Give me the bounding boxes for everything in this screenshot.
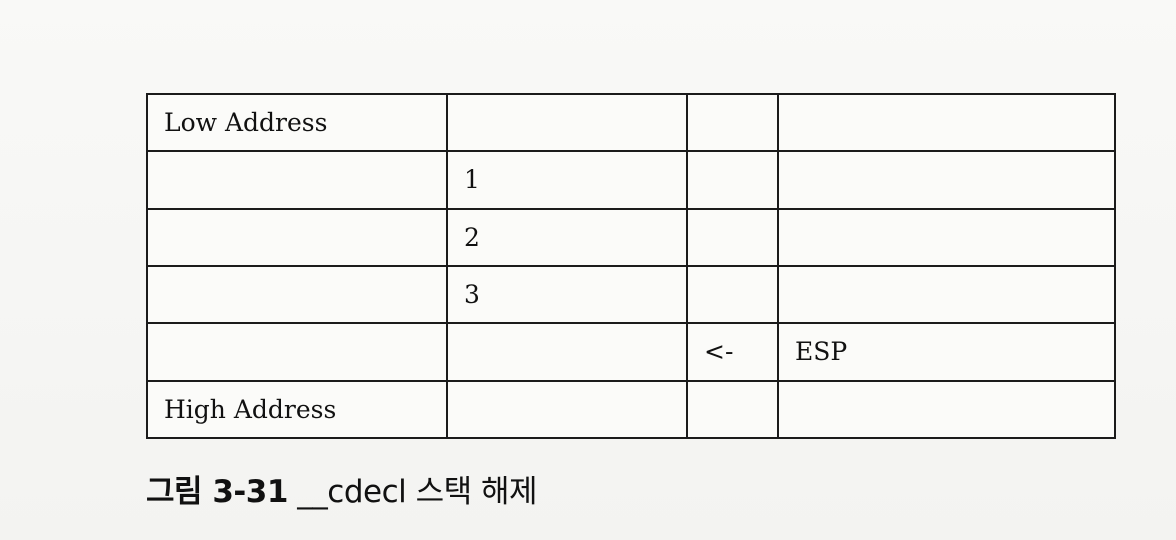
register-label-cell: ESP xyxy=(777,322,1116,382)
stack-value-cell xyxy=(446,92,688,153)
table-row: <- ESP xyxy=(146,322,1116,382)
address-label-cell xyxy=(146,150,448,210)
table-row: 3 xyxy=(146,264,1116,325)
pointer-arrow-cell xyxy=(686,150,779,210)
address-label-cell xyxy=(146,322,448,382)
figure-number: 그림 3-31 xyxy=(146,474,288,510)
stack-value-cell xyxy=(446,379,688,440)
stack-value-cell: 1 xyxy=(446,150,688,210)
register-label-cell xyxy=(777,264,1116,325)
stack-value-cell xyxy=(446,322,688,382)
pointer-arrow-cell xyxy=(686,264,779,325)
register-label-cell xyxy=(777,207,1116,267)
table-row: 2 xyxy=(146,207,1116,267)
register-label-cell xyxy=(777,92,1116,153)
pointer-arrow-cell xyxy=(686,207,779,267)
address-label-cell xyxy=(146,264,448,325)
address-label-cell xyxy=(146,207,448,267)
register-label-cell xyxy=(777,150,1116,210)
stack-value-cell: 2 xyxy=(446,207,688,267)
figure-caption: 그림 3-31 __cdecl 스택 해제 xyxy=(146,466,538,511)
stack-value-cell: 3 xyxy=(446,264,688,325)
table-row: 1 xyxy=(146,150,1116,210)
table-row: High Address xyxy=(146,379,1116,440)
address-label-cell: High Address xyxy=(146,379,448,440)
register-label-cell xyxy=(777,379,1116,440)
figure-title: __cdecl 스택 해제 xyxy=(297,474,538,510)
pointer-arrow-cell: <- xyxy=(686,322,779,382)
pointer-arrow-cell xyxy=(686,92,779,153)
table-row: Low Address xyxy=(146,92,1116,153)
pointer-arrow-cell xyxy=(686,379,779,440)
address-label-cell: Low Address xyxy=(146,92,448,153)
stack-diagram-table: Low Address 1 2 3 xyxy=(146,92,1116,440)
